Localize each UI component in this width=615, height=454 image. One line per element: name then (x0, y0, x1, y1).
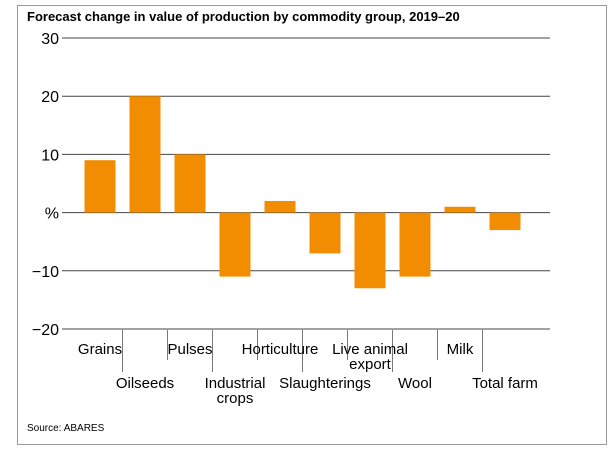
y-tick-label: % (45, 206, 59, 223)
category-label: crops (217, 390, 254, 407)
y-tick-label: 10 (41, 147, 59, 164)
bar (489, 212, 521, 231)
category-label: export (349, 356, 392, 373)
y-tick-label: −20 (32, 322, 59, 339)
category-label: Wool (398, 375, 432, 392)
category-label: Live animal (332, 341, 408, 358)
bar (444, 206, 476, 213)
category-label: Grains (78, 341, 122, 358)
bar (309, 212, 341, 254)
category-label: Pulses (167, 341, 212, 358)
chart-source: Source: ABARES (27, 423, 105, 434)
category-label: Slaughterings (279, 375, 371, 392)
bar (219, 212, 251, 277)
category-label: Total farm (472, 375, 538, 392)
category-label: Milk (447, 341, 474, 358)
y-tick-label: 30 (41, 31, 59, 48)
y-tick-label: 20 (41, 89, 59, 106)
bar (84, 160, 116, 213)
category-label: Horticulture (242, 341, 319, 358)
category-label: Industrial (205, 375, 266, 392)
bar (129, 96, 161, 213)
chart-title: Forecast change in value of production b… (27, 9, 460, 24)
category-label: Oilseeds (116, 375, 174, 392)
bar (264, 200, 296, 213)
bar (399, 212, 431, 277)
y-tick-label: −10 (32, 264, 59, 281)
bar (354, 212, 386, 289)
bar (174, 154, 206, 213)
